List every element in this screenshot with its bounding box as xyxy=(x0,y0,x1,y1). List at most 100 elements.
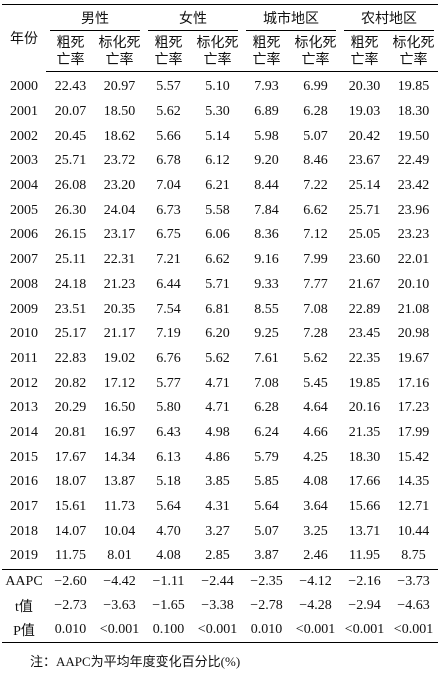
cell: 5.62 xyxy=(205,350,230,366)
cell: 20.98 xyxy=(397,326,430,342)
row-label: 2009 xyxy=(10,301,38,317)
cell: 25.71 xyxy=(54,153,87,169)
cell: 25.11 xyxy=(55,252,86,268)
row-label: 2005 xyxy=(10,202,38,218)
cell: 9.20 xyxy=(254,153,279,169)
row-label: 2001 xyxy=(10,104,38,120)
row-label: 2015 xyxy=(10,449,38,465)
sub-header: 粗死亡率 xyxy=(340,33,389,72)
cell: −2.73 xyxy=(54,597,87,613)
cell: 17.16 xyxy=(397,375,430,391)
page: 年份 男性 女性 城市地区 农村地区 粗死亡率 标化死亡率 粗死亡率 标化死亡率 粗死亡率 标化… xyxy=(0,4,440,676)
cell: 10.04 xyxy=(103,523,136,539)
cell: 19.03 xyxy=(348,104,381,120)
group-label: 女性 xyxy=(148,8,238,31)
cell: −2.94 xyxy=(348,597,381,613)
cell: 6.81 xyxy=(205,301,230,317)
cell: 4.08 xyxy=(156,548,181,564)
cell: 7.22 xyxy=(303,178,328,194)
cell: 9.33 xyxy=(254,276,279,292)
cell: 16.50 xyxy=(103,400,136,416)
row-label: t值 xyxy=(15,599,33,615)
group-label: 农村地区 xyxy=(344,8,434,31)
cell: 8.55 xyxy=(254,301,279,317)
sub-label: 标化死亡率 xyxy=(98,36,141,68)
cell: 6.62 xyxy=(205,252,230,268)
cell: 2.46 xyxy=(303,548,328,564)
cell: 15.42 xyxy=(397,449,430,465)
sub-label: 标化死亡率 xyxy=(294,36,337,68)
cell: 5.30 xyxy=(205,104,230,120)
cell: 4.71 xyxy=(205,375,230,391)
cell: 0.010 xyxy=(46,617,95,643)
cell: −2.78 xyxy=(250,597,283,613)
cell: 5.62 xyxy=(303,350,328,366)
cell: 4.66 xyxy=(303,424,328,440)
cell: 10.44 xyxy=(397,523,430,539)
sub-header: 粗死亡率 xyxy=(242,33,291,72)
row-label: 2017 xyxy=(10,499,38,515)
cell: 0.010 xyxy=(242,617,291,643)
cell: 17.67 xyxy=(54,449,87,465)
header-row: 年份 男性 女性 城市地区 农村地区 xyxy=(2,4,438,72)
group-label: 男性 xyxy=(50,8,140,31)
cell: 23.60 xyxy=(348,252,381,268)
cell: −4.12 xyxy=(291,568,340,594)
cell: 17.23 xyxy=(397,400,430,416)
cell: 22.35 xyxy=(348,350,381,366)
row-label: 2004 xyxy=(10,178,38,194)
group-label: 城市地区 xyxy=(246,8,336,31)
cell: <0.001 xyxy=(291,617,340,643)
table-row: 2000 22.43 20.97 5.57 5.10 7.93 6.99 20.30 19.85 xyxy=(2,72,438,100)
data-body: 2000 22.43 20.97 5.57 5.10 7.93 6.99 20.30 19.85… xyxy=(2,72,438,570)
table-row: P值 0.010 <0.001 0.100 <0.001 0.010 <0.001 <0.00… xyxy=(2,617,438,643)
sub-header: 标化死亡率 xyxy=(95,33,144,72)
sub-header: 标化死亡率 xyxy=(291,33,340,72)
cell: 8.01 xyxy=(107,548,132,564)
cell: 7.54 xyxy=(156,301,181,317)
cell: 13.87 xyxy=(103,474,136,490)
cell: 7.93 xyxy=(254,79,279,95)
sub-header: 标化死亡率 xyxy=(193,33,242,72)
cell: 5.57 xyxy=(156,79,181,95)
cell: 17.99 xyxy=(397,424,430,440)
cell: 23.23 xyxy=(397,227,430,243)
cell: 5.07 xyxy=(254,523,279,539)
cell: 25.14 xyxy=(348,178,381,194)
table-row: 2006 26.15 23.17 6.75 6.06 8.36 7.12 25.05 23.23 xyxy=(2,223,438,248)
table-header: 年份 男性 女性 城市地区 农村地区 粗死亡率 标化死亡率 粗死亡率 标化死亡率 粗死亡率 标化… xyxy=(2,4,438,72)
cell: 22.43 xyxy=(54,79,87,95)
cell: 22.31 xyxy=(103,252,136,268)
cell: 18.07 xyxy=(54,474,87,490)
cell: 6.43 xyxy=(156,424,181,440)
cell: 6.28 xyxy=(254,400,279,416)
cell: 5.07 xyxy=(303,128,328,144)
cell: 2.85 xyxy=(205,548,230,564)
cell: 7.28 xyxy=(303,326,328,342)
cell: <0.001 xyxy=(340,617,389,643)
cell: 24.18 xyxy=(54,276,87,292)
table-row: 2001 20.07 18.50 5.62 5.30 6.89 6.28 19.03 18.30 xyxy=(2,100,438,125)
cell: 22.83 xyxy=(54,350,87,366)
cell: 6.76 xyxy=(156,350,181,366)
row-label: 2000 xyxy=(10,79,38,95)
cell: −3.63 xyxy=(103,597,136,613)
cell: 6.12 xyxy=(205,153,230,169)
cell: 11.73 xyxy=(104,499,135,515)
cell: 23.42 xyxy=(397,178,430,194)
table-row: 2007 25.11 22.31 7.21 6.62 9.16 7.99 23.60 22.01 xyxy=(2,248,438,273)
sub-label: 粗死亡率 xyxy=(350,36,379,68)
cell: 3.25 xyxy=(303,523,328,539)
sub-label: 标化死亡率 xyxy=(392,36,435,68)
cell: 6.06 xyxy=(205,227,230,243)
sub-label: 标化死亡率 xyxy=(196,36,239,68)
cell: −2.44 xyxy=(193,568,242,594)
cell: 7.21 xyxy=(156,252,181,268)
cell: 6.78 xyxy=(156,153,181,169)
cell: 20.45 xyxy=(54,128,87,144)
cell: 7.84 xyxy=(254,202,279,218)
table-row: 2016 18.07 13.87 5.18 3.85 5.85 4.08 17.66 14.35 xyxy=(2,470,438,495)
cell: −2.35 xyxy=(242,568,291,594)
table-row: 2017 15.61 11.73 5.64 4.31 5.64 3.64 15.66 12.71 xyxy=(2,495,438,520)
cell: 23.96 xyxy=(397,202,430,218)
